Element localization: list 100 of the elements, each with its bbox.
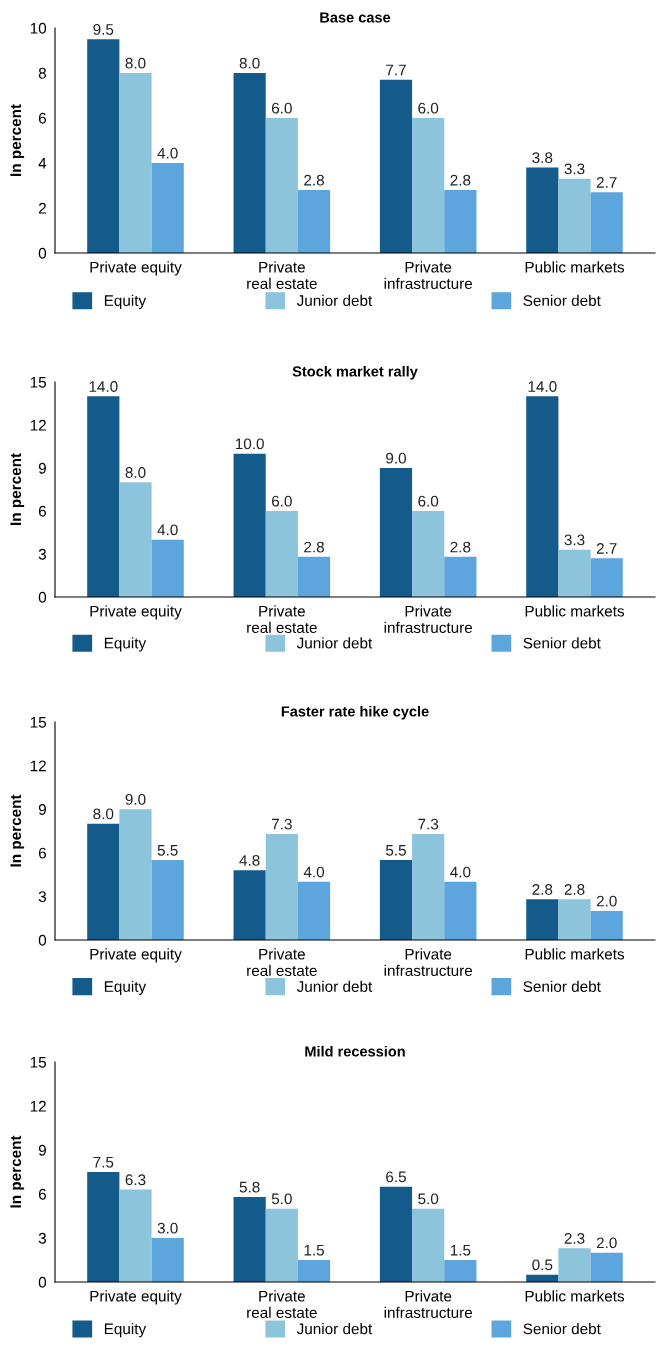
- bar: [233, 1196, 266, 1282]
- data-label: 7.3: [418, 818, 439, 830]
- legend-label: Senior debt: [523, 980, 601, 992]
- y-tick-label: 0: [38, 591, 47, 603]
- bar: [265, 118, 298, 253]
- bar: [412, 118, 445, 253]
- data-label: 8.0: [125, 57, 146, 69]
- data-label: 2.7: [596, 177, 617, 188]
- chart-title: Stock market rally: [292, 365, 418, 380]
- data-label: 3.8: [532, 152, 553, 164]
- y-axis-title: In percent: [10, 104, 25, 176]
- data-label: 8.0: [93, 808, 114, 820]
- x-tick-label: Private equity: [90, 605, 182, 620]
- x-tick-label: Private infrastructure: [384, 261, 473, 290]
- data-label: 3.0: [157, 1222, 178, 1234]
- y-axis-title: In percent: [10, 453, 25, 525]
- bar: [558, 178, 591, 253]
- data-label: 1.5: [304, 1244, 324, 1256]
- bar: [590, 1252, 623, 1282]
- data-label: 5.8: [239, 1181, 260, 1193]
- bar: [558, 1248, 591, 1282]
- y-tick-label: 8: [38, 67, 46, 79]
- data-label: 5.5: [385, 845, 406, 856]
- y-axis-title: In percent: [10, 1135, 25, 1208]
- data-label: 7.3: [271, 818, 292, 830]
- data-label: 3.3: [564, 534, 585, 546]
- y-tick-label: 9: [38, 462, 46, 474]
- y-tick-label: 3: [38, 891, 46, 903]
- y-tick-label: 15: [30, 377, 47, 388]
- legend-label: Senior debt: [523, 294, 601, 306]
- data-label: 2.0: [596, 895, 617, 907]
- data-label: 8.0: [125, 467, 146, 478]
- data-label: 4.0: [303, 866, 325, 878]
- bar: [233, 73, 266, 253]
- data-label: 14.0: [89, 381, 118, 392]
- bar: [119, 1189, 152, 1282]
- bar: [151, 1238, 184, 1282]
- bar: [590, 192, 623, 253]
- bar: [151, 539, 184, 597]
- legend-label: Junior debt: [296, 294, 373, 306]
- x-tick-label: Public markets: [525, 261, 625, 273]
- legend-label: Senior debt: [523, 637, 601, 649]
- bar: [526, 396, 559, 597]
- bar: [444, 881, 477, 940]
- bar: [119, 73, 152, 253]
- y-tick-label: 4: [38, 158, 47, 169]
- legend-label: Equity: [104, 637, 147, 652]
- data-label: 7.5: [93, 1156, 114, 1168]
- bar: [558, 549, 591, 597]
- legend-label: Junior debt: [296, 980, 373, 992]
- bar: [379, 79, 413, 253]
- bar: [297, 1260, 331, 1282]
- data-label: 2.8: [304, 541, 324, 553]
- bar: [265, 511, 298, 597]
- y-tick-label: 15: [30, 717, 47, 728]
- bar: [233, 870, 266, 940]
- bar: [119, 809, 152, 940]
- legend-label: Equity: [104, 1323, 147, 1338]
- bar: [151, 163, 184, 253]
- y-tick-label: 15: [30, 1057, 47, 1068]
- y-tick-label: 3: [38, 1232, 46, 1244]
- bar: [297, 881, 331, 940]
- bar: [590, 910, 623, 940]
- data-label: 4.0: [450, 866, 471, 878]
- y-tick-label: 9: [38, 804, 46, 815]
- bar: [526, 899, 559, 940]
- bar: [379, 1186, 413, 1282]
- bar: [444, 556, 477, 597]
- data-label: 5.5: [157, 845, 178, 856]
- x-tick-label: Private real estate: [247, 948, 317, 977]
- data-label: 8.0: [239, 57, 260, 69]
- y-tick-label: 12: [30, 760, 46, 772]
- x-tick-label: Private equity: [90, 948, 182, 963]
- bar: [297, 556, 331, 597]
- data-label: 2.8: [532, 884, 553, 895]
- chart-title: Base case: [320, 12, 391, 23]
- data-label: 3.3: [564, 163, 585, 175]
- bar: [87, 396, 120, 597]
- x-tick-label: Private real estate: [247, 261, 317, 290]
- y-tick-label: 6: [38, 1188, 46, 1200]
- data-label: 2.8: [450, 174, 471, 186]
- chart-title: Faster rate hike cycle: [281, 705, 429, 720]
- data-label: 4.0: [157, 147, 178, 159]
- bar: [265, 833, 298, 940]
- y-tick-label: 3: [38, 548, 46, 560]
- data-label: 9.0: [386, 452, 406, 464]
- x-tick-label: Public markets: [525, 1290, 625, 1302]
- x-tick-label: Public markets: [525, 948, 625, 960]
- data-label: 0.5: [532, 1259, 553, 1271]
- legend-label: Junior debt: [296, 1323, 373, 1335]
- data-label: 2.7: [596, 543, 617, 554]
- x-tick-label: Private real estate: [247, 1290, 317, 1319]
- y-tick-label: 10: [30, 22, 47, 34]
- bar: [119, 482, 152, 597]
- bar: [412, 833, 445, 940]
- bar: [379, 468, 413, 597]
- bar: [526, 167, 559, 253]
- legend-label: Senior debt: [523, 1323, 601, 1335]
- data-label: 4.8: [239, 855, 260, 866]
- bar: [297, 190, 331, 253]
